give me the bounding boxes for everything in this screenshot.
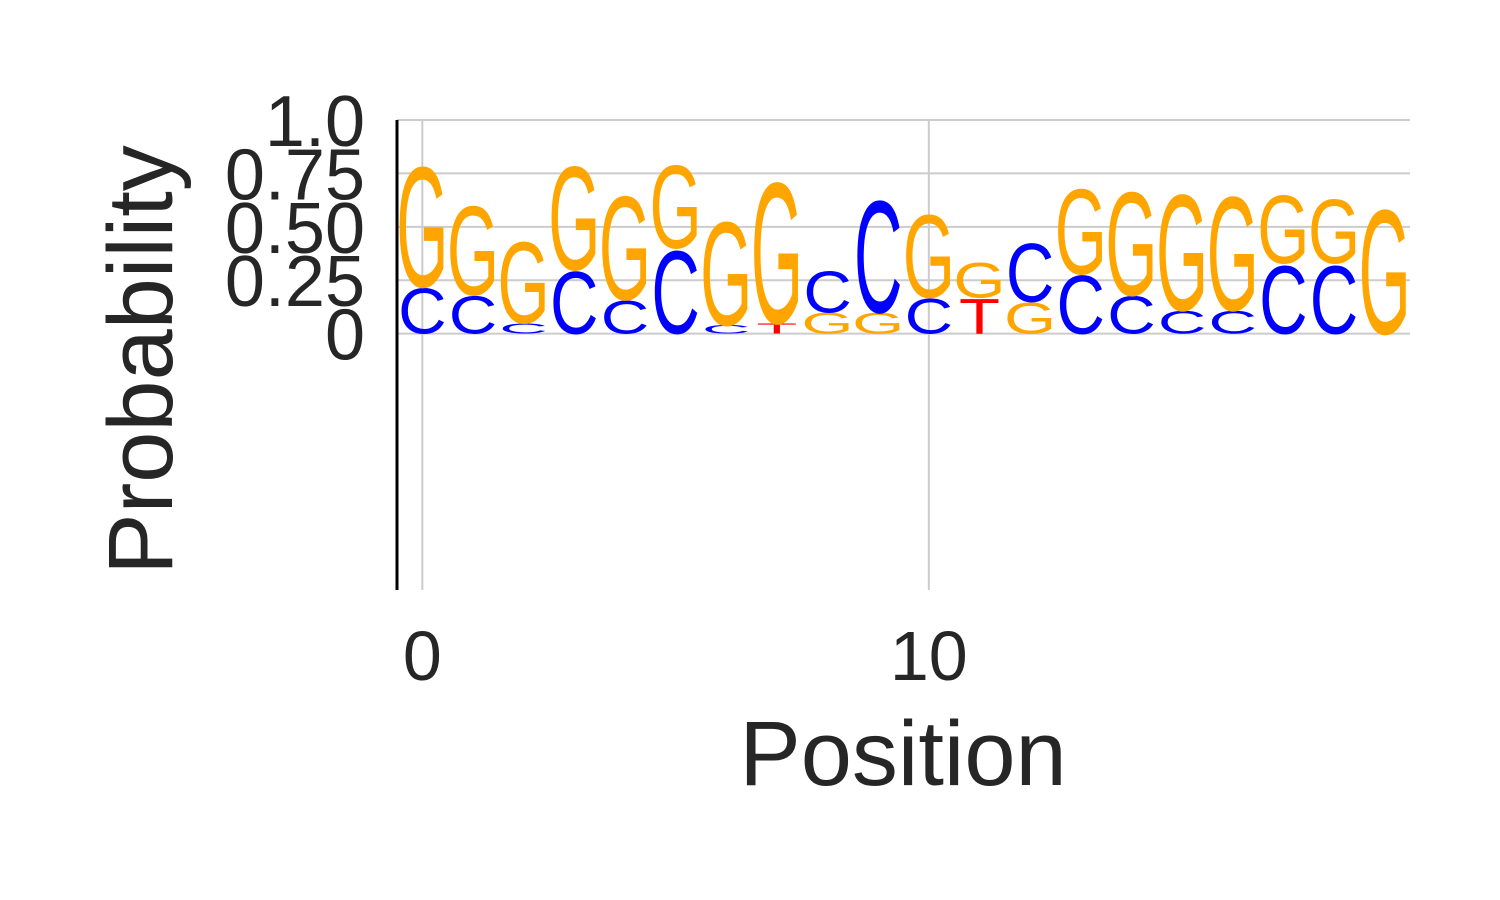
logo-letter-g: G (548, 137, 600, 302)
logo-letter-g: G (649, 142, 701, 274)
y-tick-label: 0.50 (225, 189, 365, 269)
logo-letter-g: G (599, 167, 651, 332)
logo-letter-g: G (1004, 294, 1056, 344)
logo-letter-g: G (801, 307, 853, 340)
x-axis-label: Position (739, 703, 1066, 805)
y-tick-labels: 00.250.500.751.0 (225, 82, 365, 376)
logo-letter-g: G (852, 307, 904, 340)
y-tick-label: 0.25 (225, 242, 365, 322)
logo-letter-g: G (700, 192, 752, 357)
logo-letter-g: G (1257, 174, 1309, 284)
logo-letter-c: C (702, 323, 750, 336)
x-tick-label: 10 (890, 617, 968, 695)
logo-letter-c: C (398, 275, 446, 348)
y-axis-label: Probability (90, 145, 192, 575)
logo-letter-g: G (1359, 172, 1411, 372)
logo-letter-c: C (854, 169, 902, 348)
logo-letter-c: C (1209, 305, 1257, 342)
logo-letter-c: C (1259, 245, 1307, 355)
logo-letter-g: G (396, 131, 448, 323)
x-tick-labels: 0 10 (403, 617, 968, 695)
logo-letter-g: G (1156, 159, 1208, 345)
y-tick-label: 0 (325, 296, 365, 376)
logo-letter-g: G (447, 180, 499, 323)
logo-letter-t: T (756, 321, 797, 337)
logo-letter-g: G (953, 251, 1005, 308)
logo-letter-c: C (1006, 227, 1054, 319)
logo-letter-g: G (1105, 162, 1157, 327)
logo-letter-c: C (499, 321, 547, 337)
logo-letter-c: C (1158, 305, 1206, 342)
logo-letter-g: G (1055, 164, 1107, 300)
logo-letter-c: C (601, 291, 649, 344)
logo-letter-c: C (1057, 259, 1105, 351)
logo-letter-c: C (449, 285, 497, 345)
logo-letter-t: T (959, 288, 1000, 345)
logo-letter-g: G (1207, 164, 1259, 346)
y-tick-label: 0.75 (225, 135, 365, 215)
y-tick-label: 1.0 (265, 82, 365, 162)
logo-letter-c: C (905, 288, 953, 345)
grid (397, 119, 1410, 590)
logo-letter-g: G (498, 219, 550, 349)
logo-letter-g: G (1308, 181, 1360, 284)
logo-letter-g: G (903, 191, 955, 323)
logo-letter-c: C (651, 228, 699, 360)
logo-letter-g: G (751, 140, 803, 365)
logo-letter-c: C (1310, 245, 1358, 355)
logo-letter-c: C (550, 253, 598, 352)
x-tick-label: 0 (403, 617, 442, 695)
logo-letter-c: C (803, 260, 851, 326)
logo-letter-c: C (1107, 285, 1155, 345)
